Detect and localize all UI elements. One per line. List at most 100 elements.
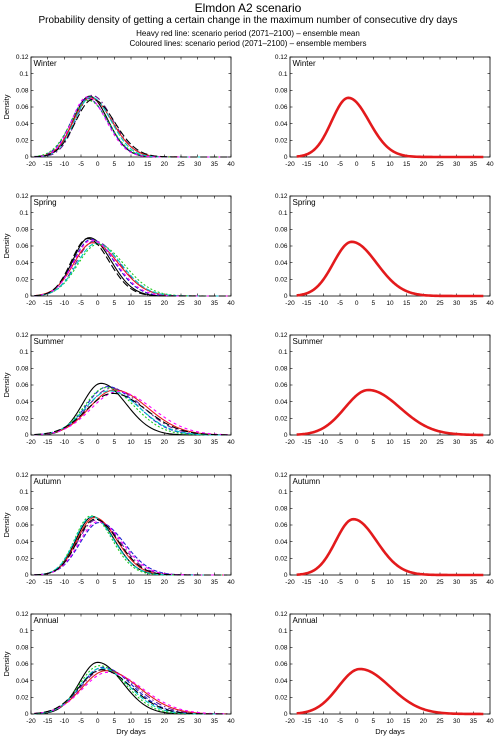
x-tick-label: 5 — [372, 718, 376, 725]
x-tick-label: 10 — [127, 439, 135, 446]
x-tick-label: -20 — [26, 718, 36, 725]
y-axis-label: Density — [2, 651, 11, 676]
ensemble-member-line — [34, 239, 228, 297]
x-tick-label: 20 — [420, 718, 428, 725]
x-tick-label: 35 — [211, 161, 219, 168]
y-tick-label: 0 — [284, 154, 288, 161]
y-tick-label: 0.1 — [19, 489, 28, 496]
y-tick-label: 0.02 — [275, 416, 288, 423]
y-tick-label: 0.02 — [16, 416, 29, 423]
x-tick-label: -20 — [26, 439, 36, 446]
x-tick-label: 0 — [355, 300, 359, 307]
y-tick-label: 0.08 — [16, 366, 29, 373]
x-tick-label: 25 — [436, 161, 444, 168]
x-tick-label: -20 — [285, 300, 295, 307]
x-tick-label: 15 — [403, 718, 411, 725]
ensemble-mean-line — [296, 240, 484, 298]
x-tick-label: -10 — [60, 161, 70, 168]
y-tick-label: 0.06 — [16, 104, 29, 111]
x-tick-label: -15 — [43, 579, 53, 586]
x-tick-label: -20 — [26, 161, 36, 168]
y-tick-label: 0.12 — [16, 54, 29, 61]
x-tick-label: -5 — [78, 579, 84, 586]
ensemble-mean-line — [296, 517, 484, 577]
legend-note-ensemble-members: Coloured lines: scenario period (2071–21… — [129, 39, 367, 48]
y-tick-label: 0.02 — [275, 556, 288, 563]
x-tick-label: -15 — [302, 439, 312, 446]
x-tick-label: -15 — [43, 439, 53, 446]
y-tick-label: 0.04 — [16, 539, 29, 546]
x-tick-label: -5 — [337, 579, 343, 586]
panel-winter-members: -20 -15 -10 -5 0 5 10 15 20 25 30 35 40 0 0.02 0.04 0.06… — [2, 54, 235, 168]
season-label: Winter — [34, 59, 57, 68]
x-tick-label: 30 — [194, 718, 202, 725]
y-tick-label: 0.04 — [275, 121, 288, 128]
x-tick-label: 20 — [161, 439, 169, 446]
y-tick-label: 0.04 — [16, 121, 29, 128]
x-tick-label: -5 — [337, 439, 343, 446]
x-tick-label: 30 — [453, 579, 461, 586]
x-tick-label: 10 — [127, 579, 135, 586]
x-tick-label: 5 — [113, 161, 117, 168]
x-tick-label: -15 — [43, 300, 53, 307]
x-tick-label: 35 — [470, 439, 478, 446]
x-tick-label: 20 — [161, 300, 169, 307]
x-tick-label: -5 — [337, 161, 343, 168]
panel-spring-members: -20 -15 -10 -5 0 5 10 15 20 25 30 35 40 0 0.02 0.04 0.06… — [2, 193, 235, 307]
x-tick-label: 5 — [372, 439, 376, 446]
y-tick-label: 0.04 — [16, 399, 29, 406]
y-tick-label: 0.12 — [275, 611, 288, 618]
x-tick-label: 0 — [96, 718, 100, 725]
y-tick-label: 0.12 — [275, 472, 288, 479]
x-tick-label: -10 — [319, 579, 329, 586]
y-tick-label: 0.08 — [275, 506, 288, 513]
x-tick-label: 35 — [470, 300, 478, 307]
x-tick-label: -5 — [337, 718, 343, 725]
ensemble-member-line — [34, 97, 228, 158]
ensemble-member-line — [34, 237, 228, 297]
x-tick-label: -5 — [78, 300, 84, 307]
x-tick-label: 15 — [144, 161, 152, 168]
ensemble-member-line — [34, 521, 228, 576]
panel-autumn-members: -20 -15 -10 -5 0 5 10 15 20 25 30 35 40 0 0.02 0.04 0.06… — [2, 472, 235, 586]
y-tick-label: 0.1 — [278, 349, 287, 356]
y-tick-label: 0.1 — [278, 71, 287, 78]
season-label: Autumn — [34, 477, 62, 486]
y-tick-label: 0 — [284, 711, 288, 718]
x-tick-label: -10 — [319, 718, 329, 725]
y-tick-label: 0 — [25, 154, 29, 161]
y-tick-label: 0.08 — [16, 506, 29, 513]
x-tick-label: 10 — [386, 439, 394, 446]
y-tick-label: 0 — [284, 293, 288, 300]
plot-frame — [30, 334, 232, 436]
ensemble-member-line — [34, 387, 228, 436]
x-tick-label: -15 — [302, 161, 312, 168]
x-tick-label: 10 — [127, 161, 135, 168]
y-tick-label: 0.06 — [275, 661, 288, 668]
y-tick-label: 0.1 — [278, 628, 287, 635]
y-axis-label: Density — [2, 94, 11, 119]
x-tick-label: -15 — [43, 161, 53, 168]
x-tick-label: 30 — [453, 439, 461, 446]
x-tick-label: 25 — [177, 300, 185, 307]
figure-subtitle: Probability density of getting a certain… — [38, 15, 458, 26]
x-tick-label: 15 — [144, 718, 152, 725]
y-tick-label: 0.04 — [16, 260, 29, 267]
x-tick-label: 20 — [420, 161, 428, 168]
y-tick-label: 0.12 — [16, 332, 29, 339]
x-tick-label: 15 — [403, 300, 411, 307]
season-label: Annual — [34, 616, 59, 625]
y-tick-label: 0.08 — [16, 645, 29, 652]
x-tick-label: 0 — [96, 439, 100, 446]
y-tick-label: 0.08 — [275, 645, 288, 652]
ensemble-mean-line — [296, 96, 484, 159]
season-label: Summer — [293, 337, 324, 346]
y-tick-label: 0.12 — [16, 193, 29, 200]
y-axis-label: Density — [2, 512, 11, 537]
x-tick-label: -5 — [78, 439, 84, 446]
x-tick-label: 15 — [144, 300, 152, 307]
x-tick-label: 40 — [486, 300, 494, 307]
y-tick-label: 0.1 — [19, 210, 28, 217]
x-tick-label: 0 — [355, 161, 359, 168]
x-tick-label: 5 — [113, 300, 117, 307]
